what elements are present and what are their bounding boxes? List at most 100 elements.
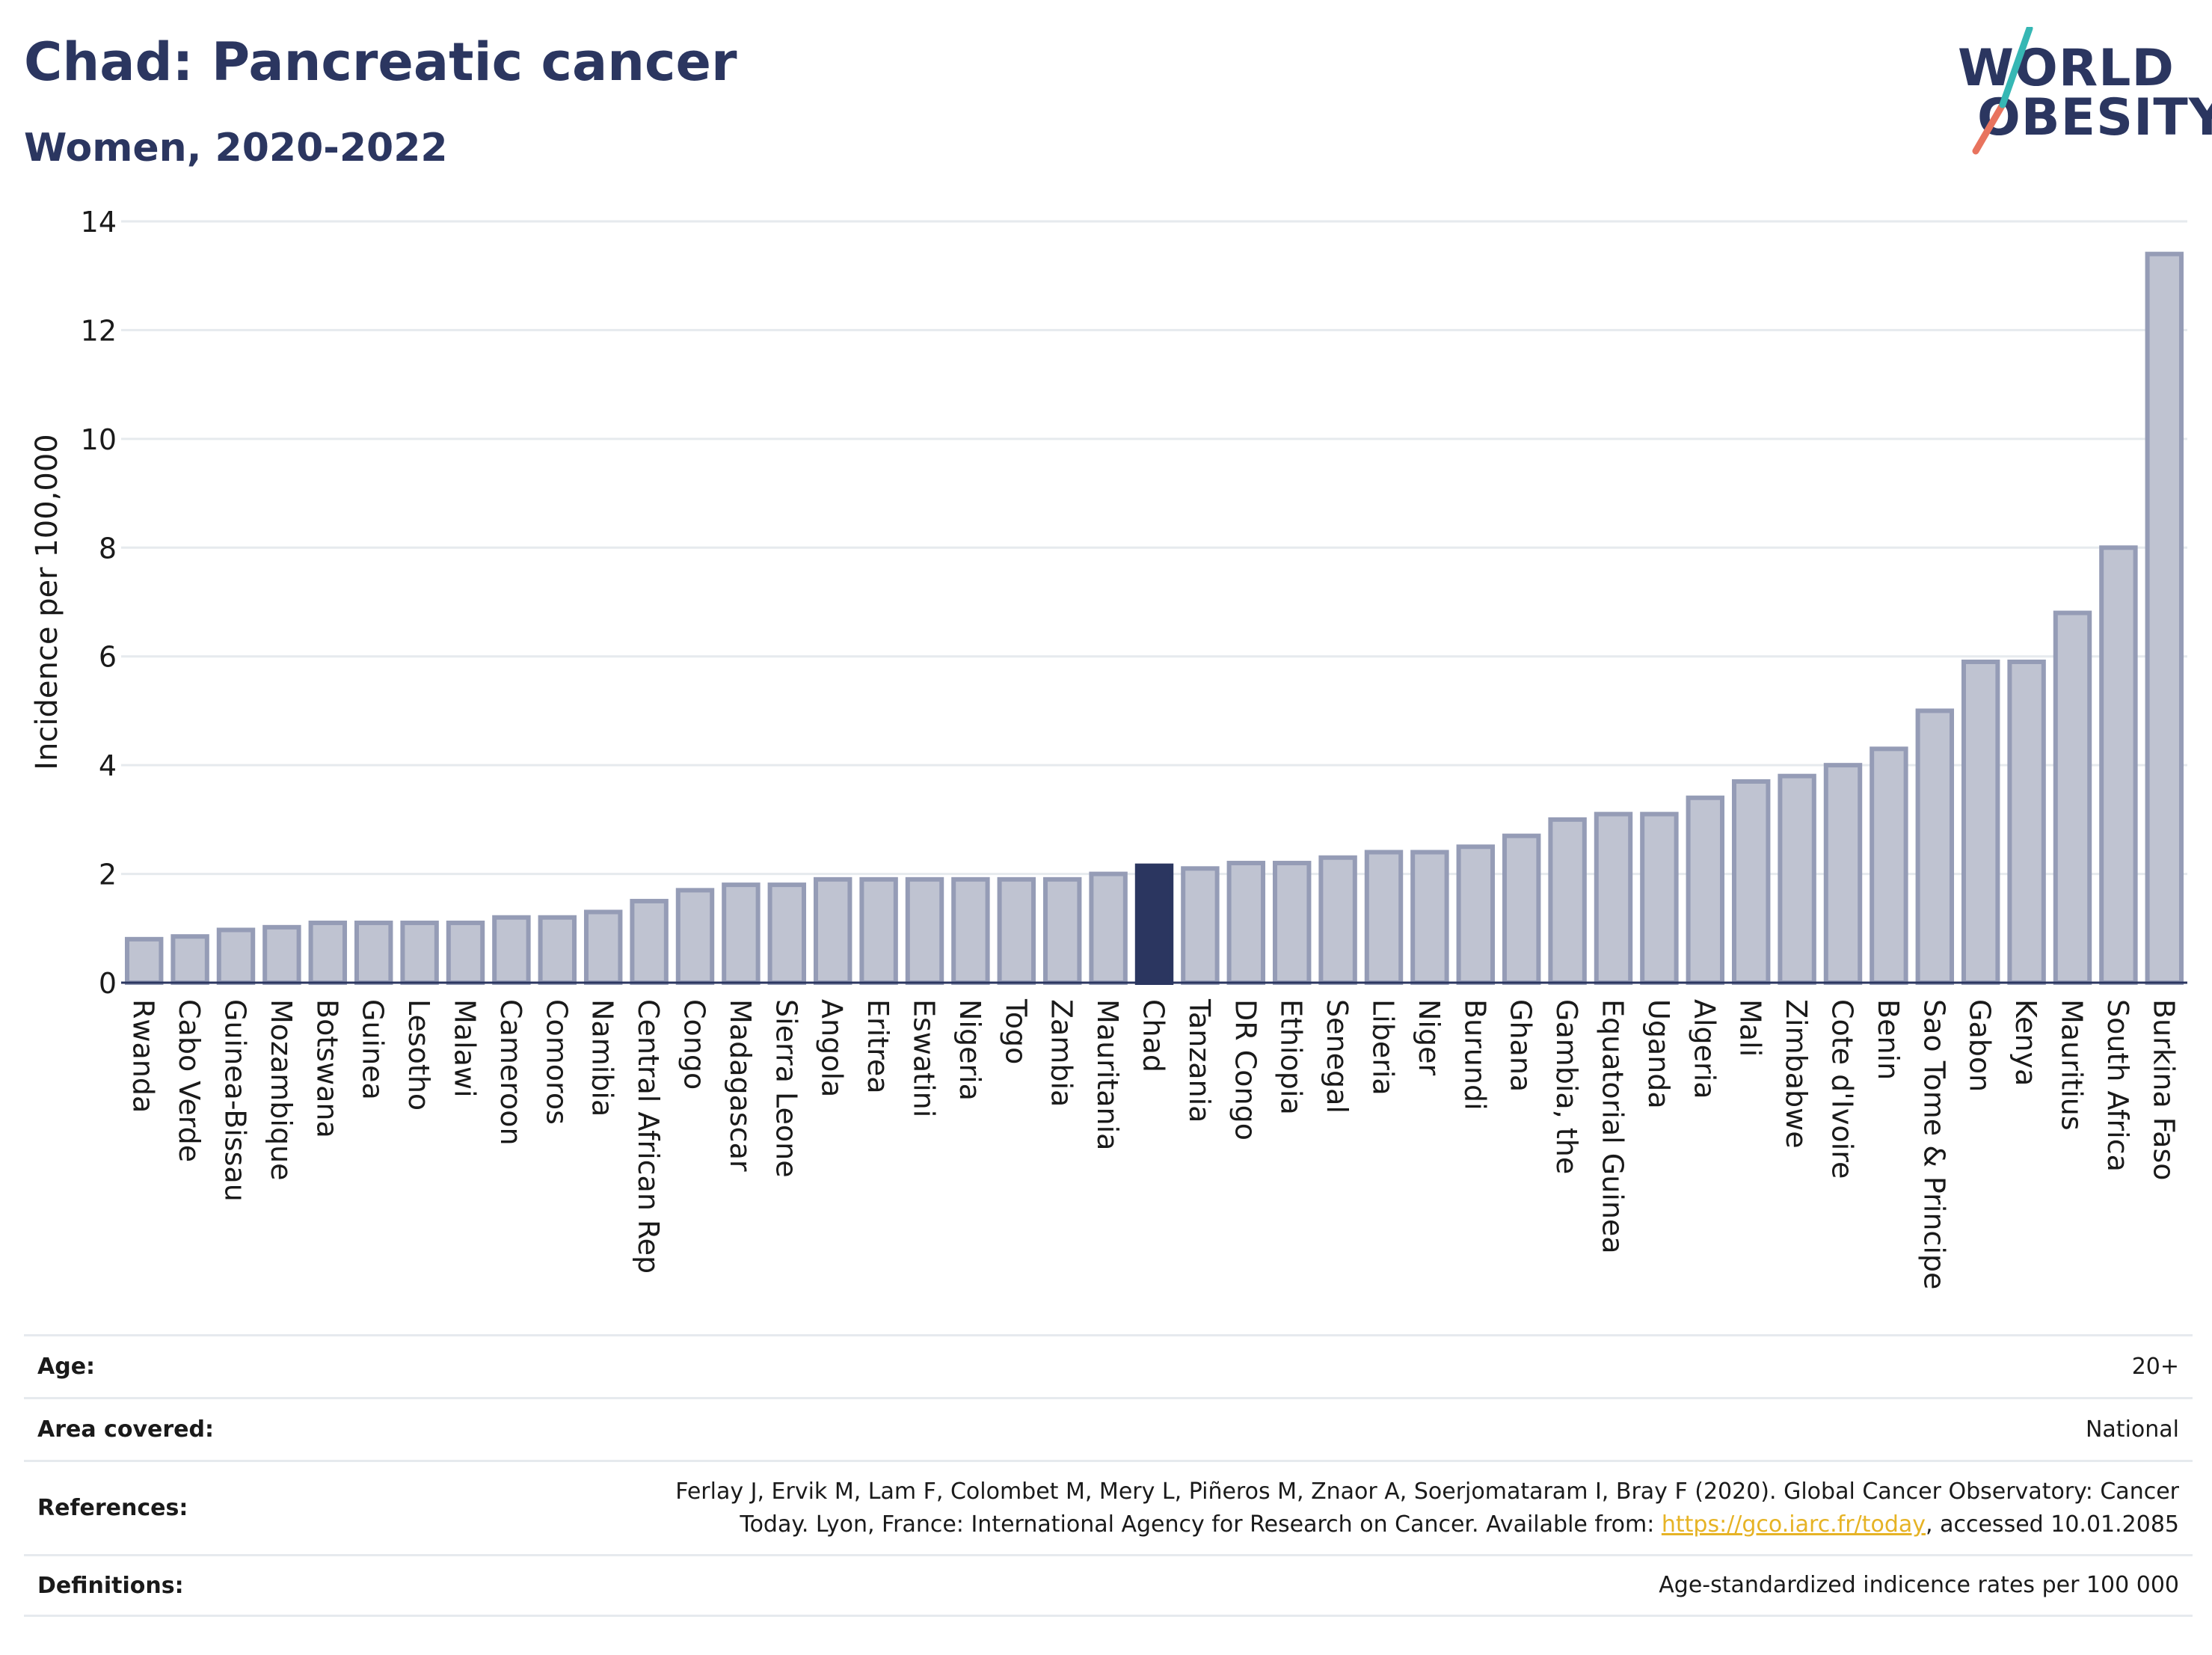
x-tick-label: Cote d'Ivoire xyxy=(1826,999,1859,1179)
x-tick-label: Guinea-Bissau xyxy=(219,999,252,1202)
logo-line-1: WORLD xyxy=(1958,39,2175,98)
x-tick-label: Equatorial Guinea xyxy=(1597,999,1629,1254)
bar-zambia xyxy=(1042,876,1082,985)
x-tick-label: Eritrea xyxy=(861,999,894,1094)
bar-chad xyxy=(1134,863,1174,986)
x-tick-label: Malawi xyxy=(449,999,482,1098)
bars xyxy=(124,251,2184,986)
bar-mali xyxy=(1731,779,1771,985)
bar-liberia xyxy=(1364,850,1404,985)
x-tick-label: Madagascar xyxy=(724,999,757,1172)
x-tick-label: Nigeria xyxy=(953,999,986,1101)
x-tick-label: Mali xyxy=(1734,999,1767,1057)
definitions-label: Definitions: xyxy=(37,1572,184,1599)
x-tick-label: Ethiopia xyxy=(1275,999,1308,1115)
x-tick-label: Congo xyxy=(678,999,711,1090)
area-value: National xyxy=(2085,1416,2179,1443)
bar-cameroon xyxy=(492,915,531,985)
area-label: Area covered: xyxy=(37,1416,214,1443)
meta-row-age: Age: 20+ xyxy=(24,1334,2193,1397)
x-tick-label: Benin xyxy=(1872,999,1905,1080)
bar-mauritius xyxy=(2053,610,2092,985)
x-tick-label: Lesotho xyxy=(402,999,435,1111)
references-value: Ferlay J, Ervik M, Lam F, Colombet M, Me… xyxy=(624,1476,2179,1541)
x-tick-label: Chad xyxy=(1137,999,1170,1072)
bar-ethiopia xyxy=(1272,861,1312,985)
x-tick-label: Angola xyxy=(816,999,849,1097)
x-tick-label: Cabo Verde xyxy=(173,999,206,1162)
logo-slash-icon xyxy=(1972,27,2033,155)
x-tick-label: Namibia xyxy=(586,999,619,1117)
x-tick-label: Burkina Faso xyxy=(2147,999,2180,1181)
x-tick-label: Cameroon xyxy=(494,999,527,1146)
bar-senegal xyxy=(1318,855,1357,985)
bar-guinea xyxy=(354,921,393,985)
y-tick-label: 12 xyxy=(81,314,117,347)
y-tick-label: 4 xyxy=(99,749,117,782)
x-tick-label: Comoros xyxy=(540,999,573,1125)
x-tick-label: Senegal xyxy=(1321,999,1354,1114)
chart-title: Chad: Pancreatic cancer xyxy=(24,31,737,93)
x-tick-label: Eswatini xyxy=(908,999,941,1117)
bar-uganda xyxy=(1640,811,1679,985)
bar-south-africa xyxy=(2099,545,2138,985)
x-tick-label: Botswana xyxy=(310,999,343,1138)
x-tick-label: Sierra Leone xyxy=(769,999,802,1178)
x-tick-label: South Africa xyxy=(2101,999,2134,1172)
bar-burkina-faso xyxy=(2145,251,2184,985)
bar-togo xyxy=(997,876,1036,985)
references-accessed: , accessed 10.01.2085 xyxy=(1926,1511,2179,1538)
x-tick-label: Gambia, the xyxy=(1550,999,1583,1174)
x-tick-label: Rwanda xyxy=(127,999,160,1113)
bar-ghana xyxy=(1502,833,1541,986)
bar-benin xyxy=(1870,746,1908,985)
x-tick-label: Mozambique xyxy=(265,999,298,1181)
bar-malawi xyxy=(446,921,485,985)
x-tick-label: Guinea xyxy=(357,999,390,1100)
x-tick-label: Algeria xyxy=(1688,999,1721,1099)
x-axis-labels: Rwanda Cabo Verde Guinea-Bissau Mozambique B… xyxy=(127,998,2181,1289)
bar-rwanda xyxy=(124,936,164,985)
bar-zimbabwe xyxy=(1778,773,1816,986)
bar-cote-d-ivoire xyxy=(1823,763,1863,986)
y-tick-label: 14 xyxy=(81,206,117,239)
logo-line-2: OBESITY xyxy=(1977,88,2212,147)
references-link[interactable]: https://gco.iarc.fr/today xyxy=(1661,1511,1926,1538)
x-tick-label: Zimbabwe xyxy=(1780,999,1813,1149)
meta-row-area: Area covered: National xyxy=(24,1397,2193,1460)
bar-lesotho xyxy=(400,921,439,985)
x-tick-label: Togo xyxy=(999,998,1032,1064)
bar-mozambique xyxy=(262,924,301,985)
bar-eritrea xyxy=(859,876,898,985)
bar-eswatini xyxy=(905,876,944,985)
bar-congo xyxy=(675,888,715,986)
bar-botswana xyxy=(308,921,348,985)
x-tick-label: Uganda xyxy=(1642,999,1675,1109)
bar-tanzania xyxy=(1181,866,1220,985)
x-tick-label: Tanzania xyxy=(1183,998,1216,1123)
bar-gabon xyxy=(1961,659,2000,985)
x-tick-label: Burundi xyxy=(1458,999,1491,1111)
x-tick-label: Niger xyxy=(1413,999,1446,1075)
bar-central-african-rep xyxy=(630,898,669,986)
bar-guinea-bissau xyxy=(216,927,256,986)
bar-angola xyxy=(813,876,852,985)
x-tick-label: Mauritania xyxy=(1091,999,1124,1150)
y-tick-label: 0 xyxy=(99,967,117,1000)
bar-mauritania xyxy=(1089,871,1128,985)
metadata-table: Age: 20+ Area covered: National Referenc… xyxy=(24,1334,2193,1617)
bar-cabo-verde xyxy=(170,934,209,986)
bar-dr-congo xyxy=(1226,861,1266,985)
y-tick-label: 2 xyxy=(99,859,117,891)
x-tick-label: Kenya xyxy=(2009,999,2042,1086)
y-tick-label: 10 xyxy=(81,423,117,456)
bar-chart: 0 2 4 6 8 10 12 14 Rwanda Cabo Verde Guinea-Bissa… xyxy=(30,206,2187,1289)
bar-comoros xyxy=(538,915,577,985)
bar-burundi xyxy=(1456,844,1496,986)
x-tick-label: Liberia xyxy=(1367,999,1400,1096)
bar-madagascar xyxy=(722,882,761,985)
age-label: Age: xyxy=(37,1354,96,1380)
x-tick-label: Sao Tome & Principe xyxy=(1917,999,1950,1289)
bar-kenya xyxy=(2007,659,2046,985)
meta-row-definitions: Definitions: Age-standardized indicence … xyxy=(24,1554,2193,1617)
